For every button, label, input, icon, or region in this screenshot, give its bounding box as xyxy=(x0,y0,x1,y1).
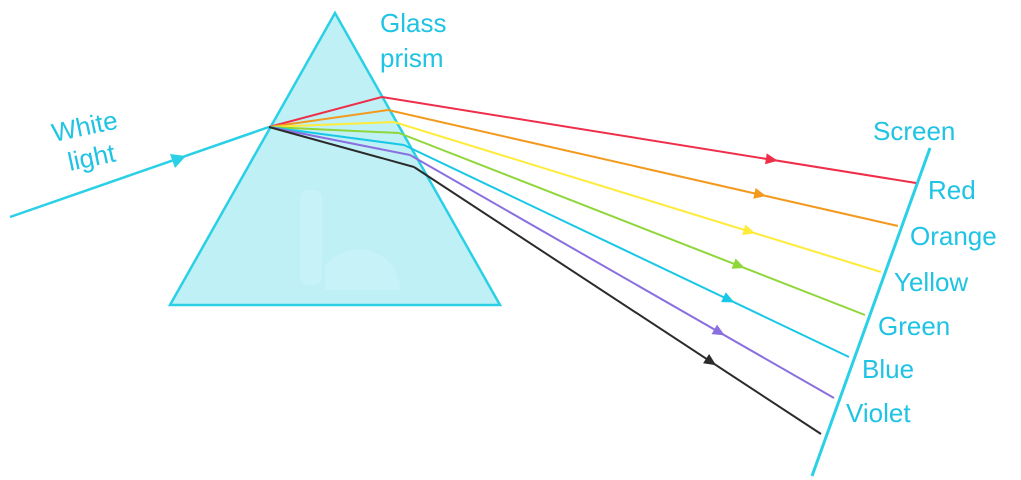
dark-ray-arrowhead xyxy=(703,354,717,366)
blue-ray xyxy=(403,144,850,358)
glass-label: Glass xyxy=(380,8,446,38)
violet-label: Violet xyxy=(846,398,911,428)
screen-label: Screen xyxy=(873,116,955,146)
blue-label: Blue xyxy=(862,354,914,384)
prism-label: prism xyxy=(380,43,444,73)
blue-ray-inside-prism xyxy=(268,126,405,146)
blue-ray-arrowhead xyxy=(721,292,735,303)
red-ray xyxy=(381,96,917,184)
green-ray xyxy=(398,132,866,316)
yellow-ray-inside-prism xyxy=(268,121,395,128)
orange-ray-inside-prism xyxy=(268,109,389,128)
red-ray-inside-prism xyxy=(268,96,383,128)
green-ray-arrowhead xyxy=(731,258,745,269)
incident-white-light-ray xyxy=(9,125,270,219)
violet-ray-inside-prism xyxy=(268,126,411,156)
yellow-ray-arrowhead xyxy=(742,224,756,235)
red-ray-arrowhead xyxy=(765,153,778,165)
dispersed-rays xyxy=(268,96,917,435)
green-label: Green xyxy=(878,311,950,341)
dark-ray xyxy=(413,166,822,435)
dark-ray-inside-prism xyxy=(268,126,415,168)
screen xyxy=(810,147,932,477)
violet-ray-arrowhead xyxy=(711,324,725,336)
yellow-label: Yellow xyxy=(894,267,968,297)
yellow-ray xyxy=(393,121,882,273)
orange-label: Orange xyxy=(910,221,997,251)
violet-ray xyxy=(409,154,835,399)
red-label: Red xyxy=(928,175,976,205)
orange-ray-arrowhead xyxy=(753,187,767,199)
orange-ray xyxy=(387,109,899,227)
incident-ray-arrowhead xyxy=(170,154,186,168)
green-ray-inside-prism xyxy=(268,126,400,134)
prism-watermark xyxy=(300,190,400,290)
